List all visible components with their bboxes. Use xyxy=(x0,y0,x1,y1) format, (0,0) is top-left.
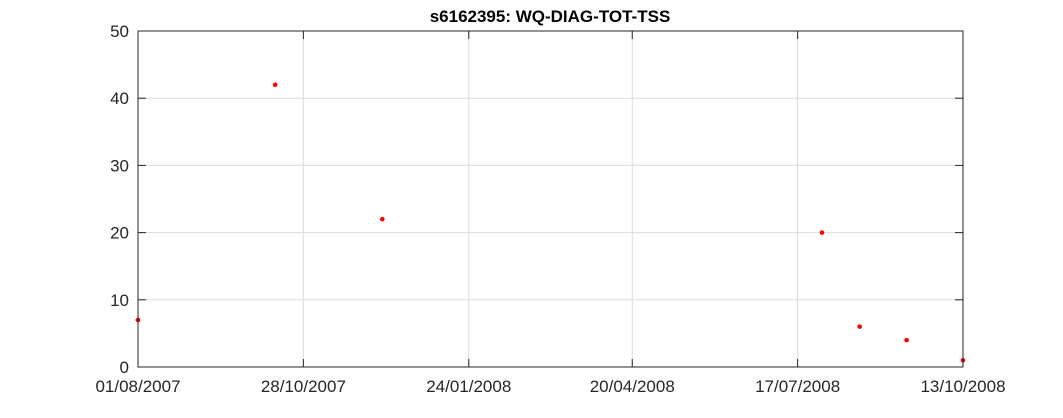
data-point xyxy=(904,337,909,343)
x-tick-label: 01/08/2007 xyxy=(95,377,180,396)
tick-marks xyxy=(137,30,964,368)
y-tick-labels: 0 10 20 30 40 50 xyxy=(110,22,129,377)
x-tick-label: 20/04/2008 xyxy=(590,377,675,396)
x-tick-label: 17/07/2008 xyxy=(755,377,840,396)
x-tick-label: 28/10/2007 xyxy=(261,377,346,396)
y-tick-label: 30 xyxy=(110,156,129,175)
chart-title: s6162395: WQ-DIAG-TOT-TSS xyxy=(430,7,671,26)
x-tick-label: 13/10/2008 xyxy=(920,377,1005,396)
data-points xyxy=(135,82,966,363)
y-tick-label: 10 xyxy=(110,291,129,310)
data-point xyxy=(819,230,825,235)
grid xyxy=(137,30,964,368)
y-tick-label: 20 xyxy=(110,224,129,243)
y-tick-label: 50 xyxy=(110,22,129,41)
y-tick-label: 0 xyxy=(120,358,129,377)
data-point xyxy=(857,324,862,329)
data-point xyxy=(272,82,278,88)
axes-frame xyxy=(137,30,964,368)
data-point xyxy=(380,216,385,222)
x-tick-label: 24/01/2008 xyxy=(426,377,511,396)
x-tick-labels: 01/08/2007 28/10/2007 24/01/2008 20/04/2008… xyxy=(95,377,1005,396)
y-tick-label: 40 xyxy=(110,89,129,108)
